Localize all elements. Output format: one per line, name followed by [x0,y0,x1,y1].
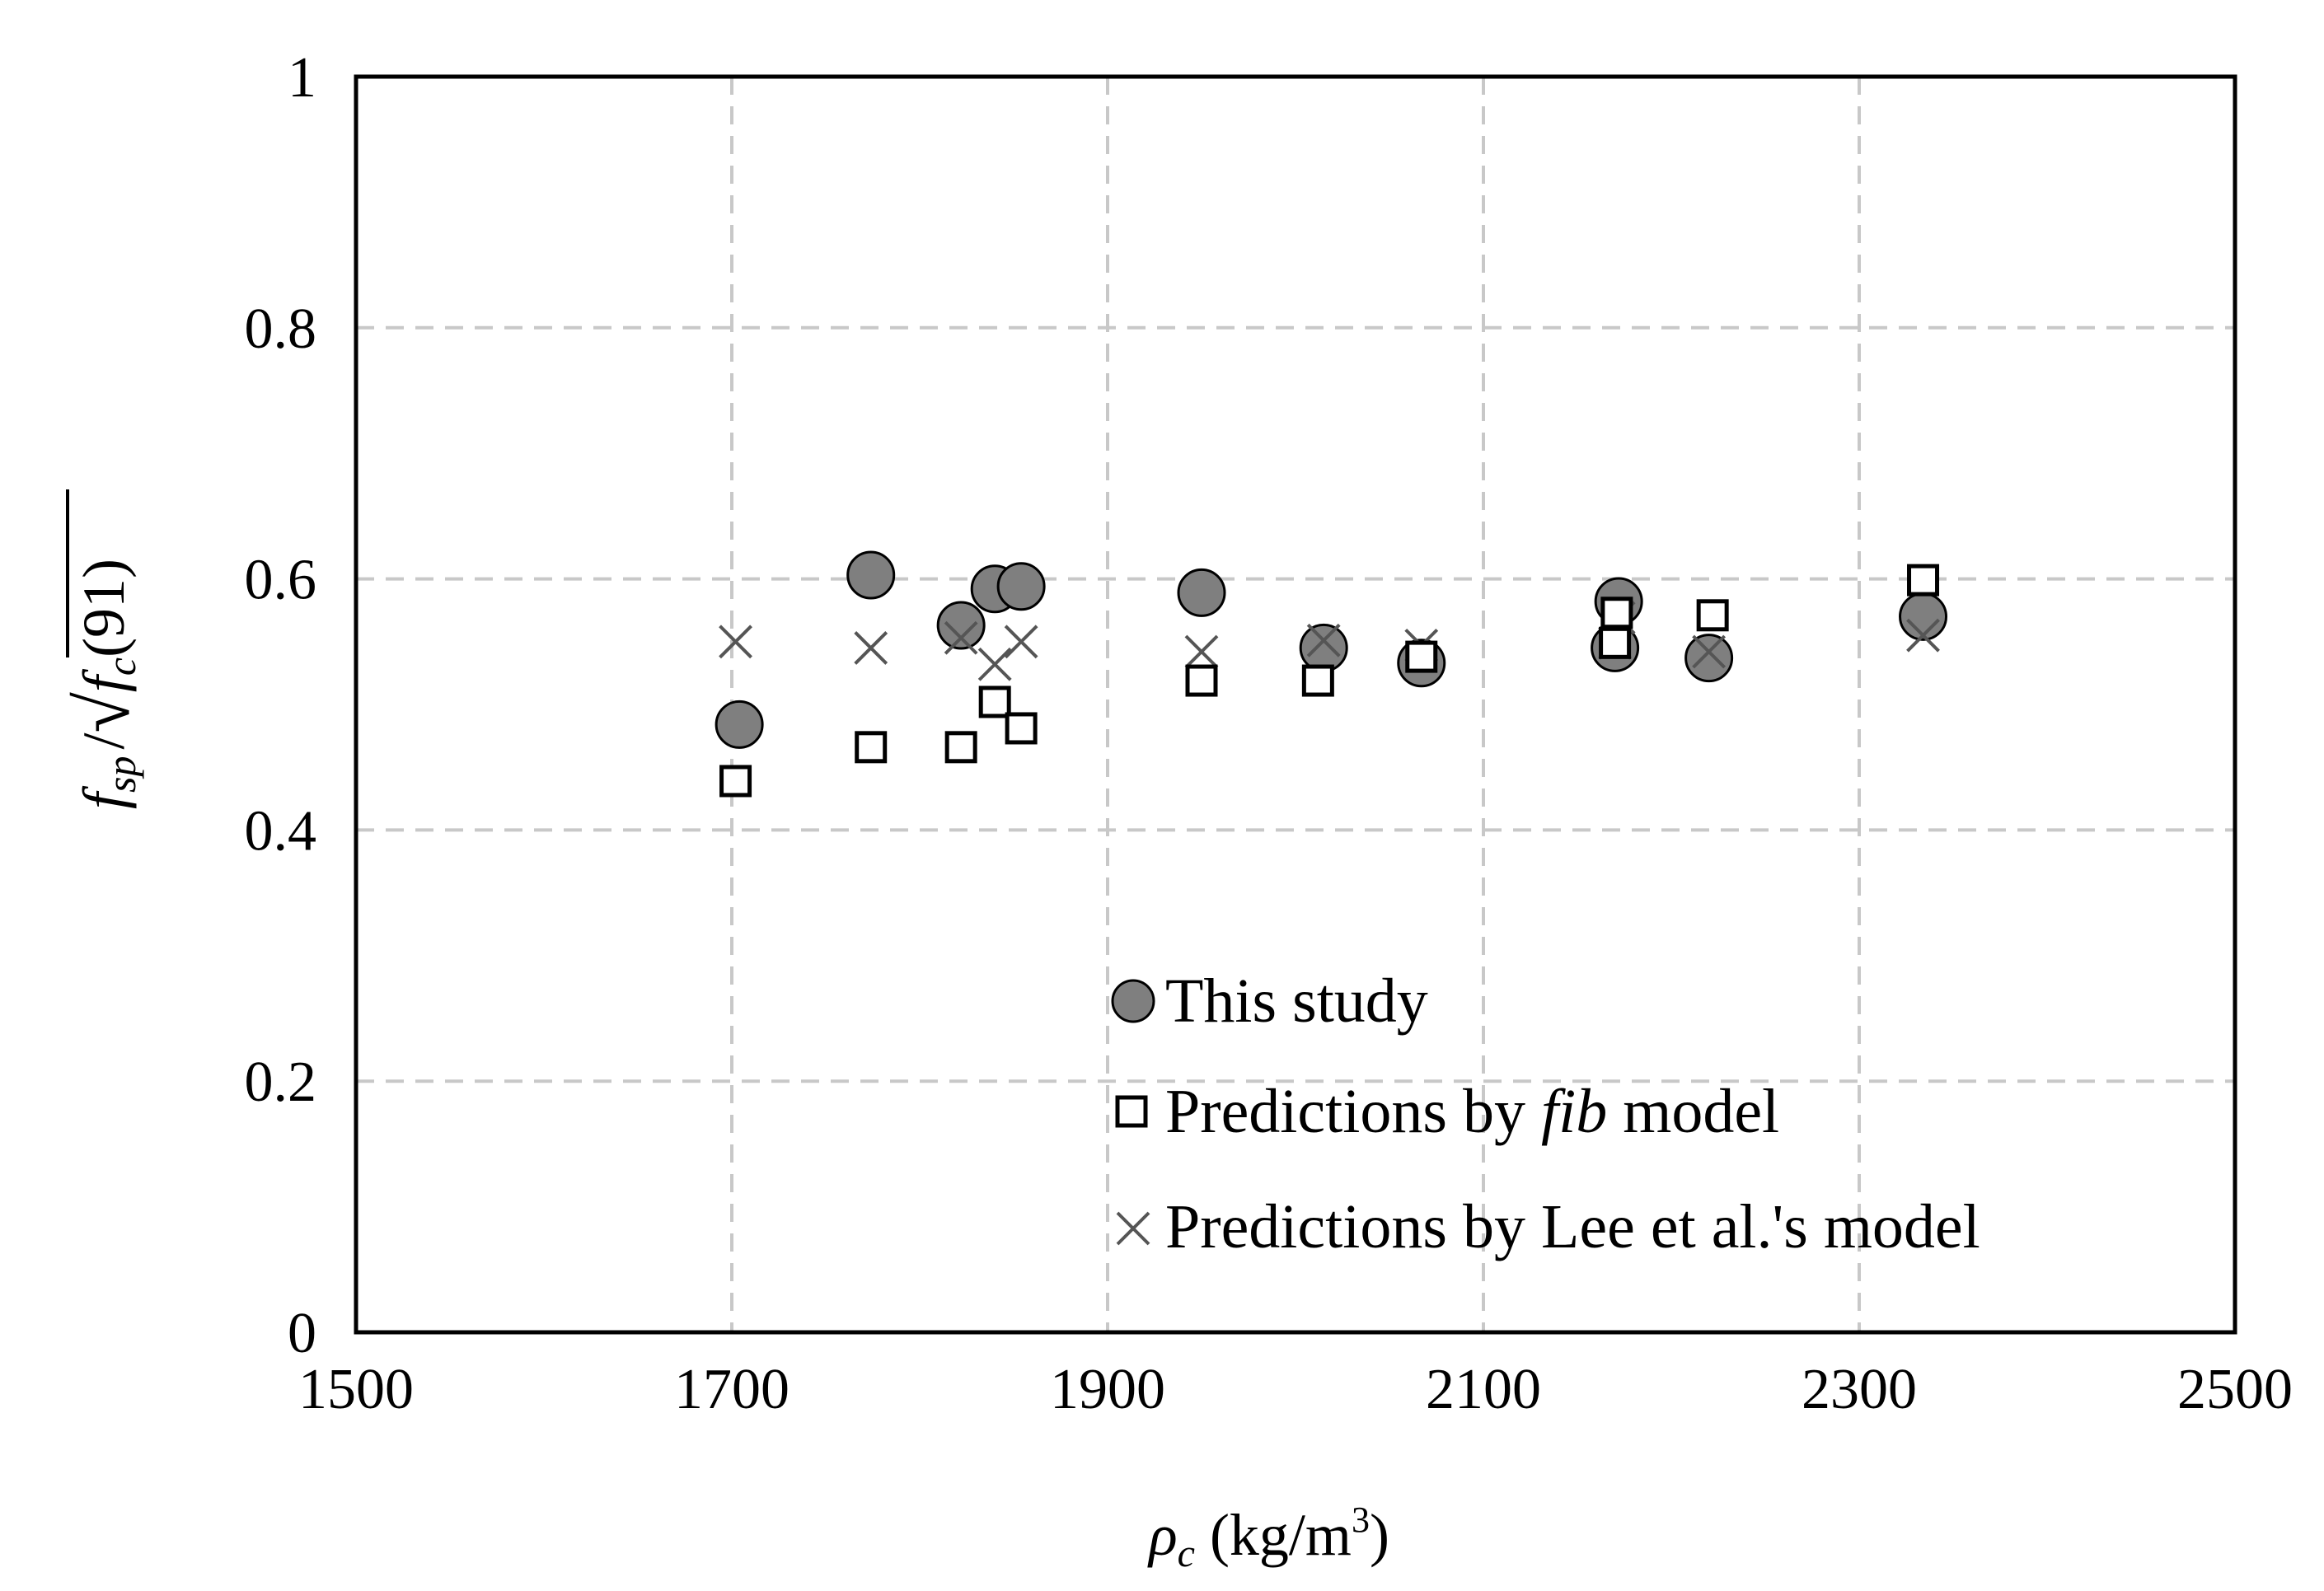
x-axis-units-close: ) [1370,1502,1389,1568]
legend-marker-x [1116,1211,1150,1246]
x-tick-label: 2100 [1426,1358,1541,1421]
y-axis-c-subscript: c [98,657,144,676]
y-tick-label: 0.6 [245,549,317,612]
y-tick-label: 0.2 [245,1051,317,1114]
y-tick-label: 0 [288,1302,316,1365]
legend-label-this-study: This study [1165,966,1428,1036]
x-axis-symbol-subscript: c [1178,1532,1195,1575]
data-point-square [1185,664,1218,697]
data-point-x [977,647,1012,681]
data-point-x [1906,618,1940,653]
x-tick-label: 1900 [1050,1358,1165,1421]
x-axis-title: ρc (kg/m3) [1147,1500,1389,1575]
x-axis-units: (kg/m [1195,1502,1352,1568]
y-axis-sp-subscript: sp [98,756,144,793]
data-point-square [1600,597,1633,629]
x-axis-units-superscript: 3 [1352,1500,1370,1540]
data-point-x [1692,634,1727,669]
data-point-circle [996,562,1046,611]
x-tick-label: 1500 [298,1358,414,1421]
data-point-circle [1684,634,1734,683]
x-tick-label: 2300 [1802,1358,1917,1421]
series-square [719,564,1940,798]
plot-area-frame [354,74,2237,1335]
legend-fib-prefix: Predictions by [1165,1077,1541,1146]
y-tick-label: 0.4 [245,799,317,863]
data-series [715,550,1948,798]
data-point-square [855,731,888,764]
data-point-circle [1299,623,1348,672]
legend-fib-suffix: model [1607,1077,1779,1146]
data-point-x [854,631,888,665]
data-point-circle [1899,592,1948,641]
legend: This study Predictions by fib model Pred… [1111,966,1980,1261]
data-point-square [719,765,752,798]
data-point-x [944,620,978,655]
data-point-square [1405,640,1438,673]
x-tick-label: 2500 [2177,1358,2293,1421]
y-axis-slash: / [71,733,137,750]
data-point-x [1184,634,1219,669]
y-axis-argument: (91) [71,559,137,657]
data-point-square [1599,626,1632,659]
legend-marker-square [1115,1095,1148,1128]
y-tick-label: 0.8 [245,297,317,361]
data-point-x [719,625,752,659]
legend-fib-italic: fib [1541,1077,1607,1146]
data-point-circle [715,700,764,749]
data-point-x [1306,623,1341,657]
data-point-square [978,686,1011,718]
data-point-square [1301,664,1334,697]
x-tick-label: 1700 [674,1358,790,1421]
legend-label-lee-model: Predictions by Lee et al.'s model [1165,1192,1980,1261]
y-tick-label: 1 [288,46,316,110]
axis-tick-labels: 1500 1700 1900 2100 2300 2500 0 0.2 0.4 0.6 0.8 1 [245,46,2294,1421]
data-point-circle [846,550,896,600]
data-point-square [1907,564,1940,597]
x-axis-symbol: ρ [1147,1502,1178,1568]
data-point-square [1005,712,1038,745]
data-point-square [1696,599,1729,632]
legend-marker-circle [1111,979,1155,1023]
y-axis-title: fsp/√fc(91) [63,489,145,809]
data-point-circle [936,601,986,650]
data-point-circle [1177,568,1226,617]
svg-text:fsp/√fc(91): fsp/√fc(91) [63,559,145,809]
data-point-x [1004,625,1038,659]
grid-lines [356,77,2235,1332]
y-axis-radical: √ [63,692,145,733]
data-point-square [944,731,977,764]
legend-label-fib-model: Predictions by fib model [1165,1077,1779,1146]
